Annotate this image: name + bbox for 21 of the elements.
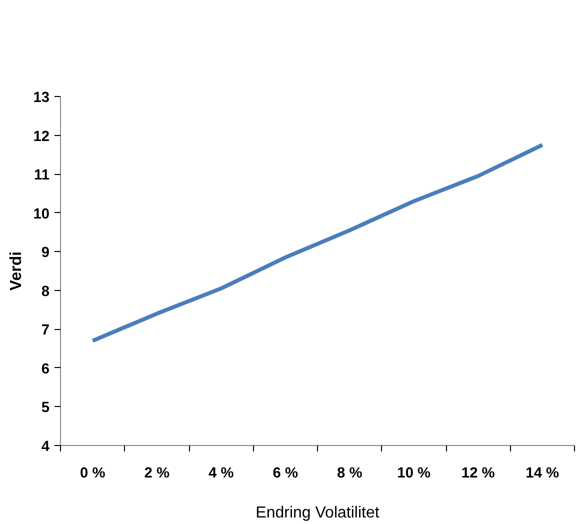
- x-tick-label: 10 %: [397, 466, 431, 482]
- y-tick-label: 6: [41, 361, 50, 378]
- y-tick-label: 12: [33, 128, 50, 145]
- x-tick-label: 8 %: [337, 466, 362, 482]
- y-tick-label: 10: [33, 206, 50, 222]
- x-tick-label: 4 %: [208, 466, 234, 482]
- x-tick-label: 6 %: [272, 466, 298, 482]
- y-tick-label: 8: [41, 284, 50, 300]
- x-axis-title: Endring Volatilitet: [256, 504, 380, 522]
- x-tick-label: 12 %: [461, 466, 495, 482]
- y-tick-label: 7: [41, 322, 50, 339]
- y-tick-label: 5: [41, 400, 50, 416]
- x-tick-label: 14 %: [526, 466, 560, 482]
- x-tick-label: 2 %: [144, 466, 170, 482]
- line-series: [90, 142, 544, 343]
- y-tick-label: 9: [41, 245, 50, 262]
- y-axis-title: Verdi: [8, 251, 26, 291]
- y-tick-label: 11: [34, 168, 50, 184]
- y-tick-label: 4: [41, 439, 50, 455]
- x-tick-label: 0 %: [80, 466, 106, 482]
- y-tick-label: 13: [33, 90, 50, 106]
